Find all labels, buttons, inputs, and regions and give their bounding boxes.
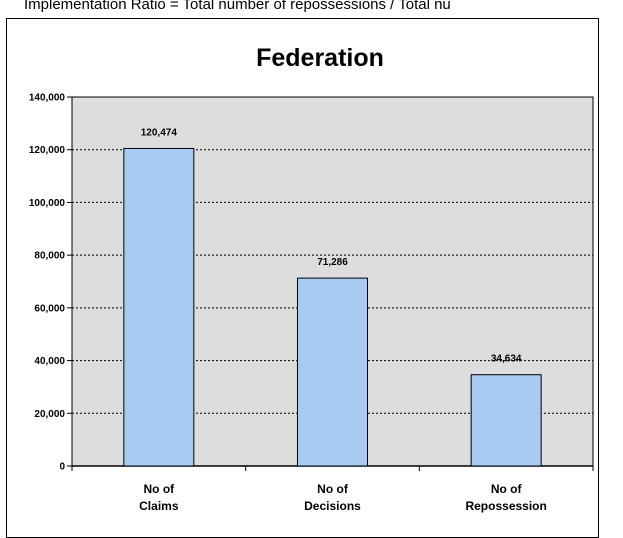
x-category-label: No of: [144, 482, 176, 496]
x-category-label: No of: [317, 482, 349, 496]
bar: [297, 277, 368, 467]
plot-area: 0 20,000 40,000 60,000 80,000 100,000 120,000 1…: [29, 93, 594, 513]
y-tick-label: 40,000: [34, 356, 65, 367]
x-category-label: Repossession: [465, 499, 546, 513]
y-tick-label: 0: [59, 462, 65, 473]
bar-chart: Federation 0 20,000 40,000 60,000 80,000 100,…: [29, 44, 594, 513]
chart-title: Federation: [256, 44, 384, 72]
y-tick-label: 100,000: [29, 198, 66, 209]
data-label: 34,634: [491, 354, 522, 365]
bar: [470, 374, 542, 467]
y-tick-label: 80,000: [34, 251, 65, 262]
header-text: Implementation Ratio = Total number of r…: [24, 0, 451, 13]
y-tick-label: 60,000: [34, 303, 65, 314]
y-tick-label: 120,000: [29, 145, 66, 156]
y-tick-label: 20,000: [34, 409, 65, 420]
y-tick-label: 140,000: [29, 93, 66, 104]
x-category-label: Claims: [139, 499, 179, 513]
data-label: 120,474: [141, 127, 178, 138]
data-label: 71,286: [317, 257, 348, 268]
bar: [123, 147, 195, 467]
x-category-label: Decisions: [304, 499, 361, 513]
x-category-label: No of: [491, 482, 523, 496]
